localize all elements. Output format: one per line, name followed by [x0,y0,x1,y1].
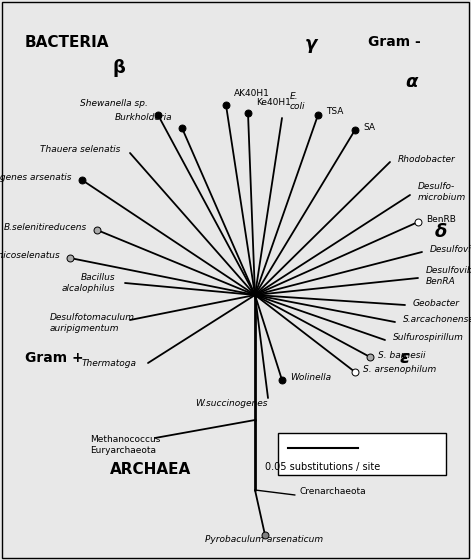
Text: AK40H1: AK40H1 [234,89,270,98]
Text: Rhodobacter: Rhodobacter [398,156,456,165]
Text: Gram +: Gram + [25,351,84,365]
Text: Desulfotomaculum
auripigmentum: Desulfotomaculum auripigmentum [50,313,135,333]
Text: Burkholderia: Burkholderia [114,113,172,122]
Bar [278,433,446,475]
Text: ε: ε [400,349,410,367]
Text: B.arsenicoselenatus: B.arsenicoselenatus [0,251,60,260]
Text: BACTERIA: BACTERIA [25,35,109,50]
Text: W.succinogenes: W.succinogenes [195,399,268,408]
Text: Ke40H1: Ke40H1 [256,98,291,107]
Text: B.selenitireducens: B.selenitireducens [4,223,87,232]
Text: BenRB: BenRB [426,216,456,225]
Text: α: α [405,73,417,91]
Text: SA: SA [363,124,375,133]
Text: 0.05 substitutions / site: 0.05 substitutions / site [265,462,381,472]
Text: Thermatoga: Thermatoga [82,358,137,367]
Text: Bacillus
alcalophilus: Bacillus alcalophilus [62,273,115,293]
Text: Crenarchaeota: Crenarchaeota [300,488,366,497]
Text: Shewanella sp.: Shewanella sp. [80,99,148,108]
Text: Pyrobaculum arsenaticum: Pyrobaculum arsenaticum [205,535,323,544]
Text: Desulfovibrio: Desulfovibrio [430,245,471,254]
Text: Wolinella: Wolinella [290,374,331,382]
Text: TSA: TSA [326,108,343,116]
Text: S. arsenophilum: S. arsenophilum [363,366,436,375]
Text: Methanococcus
Euryarchaeota: Methanococcus Euryarchaeota [90,435,160,455]
Text: Desulfo-
microbium: Desulfo- microbium [418,183,466,202]
Text: Sulfurospirillum: Sulfurospirillum [393,334,464,343]
Text: Thauera selenatis: Thauera selenatis [40,146,120,155]
Text: E.
coli: E. coli [290,92,306,111]
Text: δ: δ [435,223,447,241]
Text: S. barnesii: S. barnesii [378,351,425,360]
Text: Geobacter: Geobacter [413,298,460,307]
Text: S.arcachonense: S.arcachonense [403,315,471,324]
Text: β: β [112,59,125,77]
Text: γ: γ [305,35,317,53]
Text: Desulfovibrio
BenRA: Desulfovibrio BenRA [426,267,471,286]
Text: ARCHAEA: ARCHAEA [110,463,191,478]
Text: Gram -: Gram - [368,35,421,49]
Text: Chrysiogenes arsenatis: Chrysiogenes arsenatis [0,174,72,183]
